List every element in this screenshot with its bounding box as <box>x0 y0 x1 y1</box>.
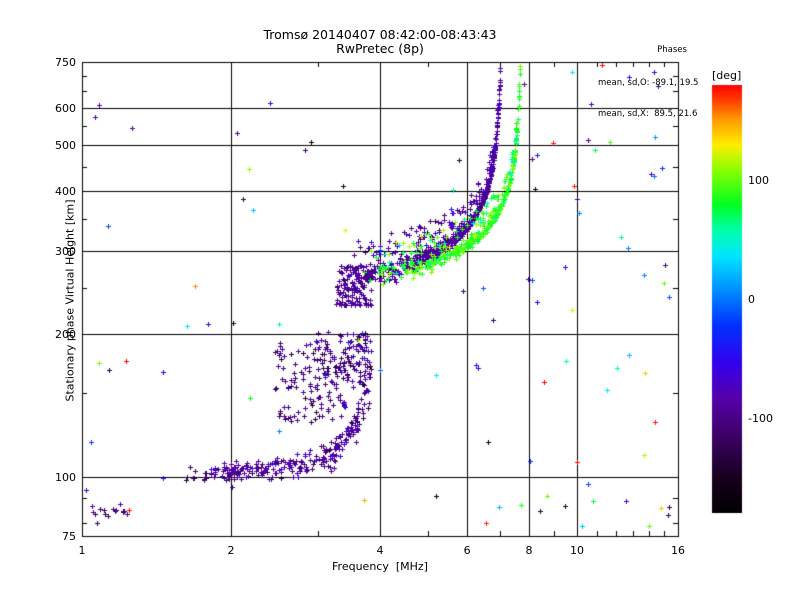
x-tick-label-1: 2 <box>227 544 235 557</box>
y-tick-label-6: 600 <box>55 101 76 115</box>
phase-stats-x-mode: mean, sd,X: 89.5, 21.6 <box>598 109 698 119</box>
colorbar-tick-label-0: 100 <box>748 174 769 188</box>
plot-title-line2: RwPretec (8p) <box>336 41 424 56</box>
plot-title-line1: Tromsø 20140407 08:42:00-08:43:43 <box>263 27 497 42</box>
x-tick-label-3: 6 <box>463 544 471 557</box>
x-tick-label-6: 16 <box>671 544 685 557</box>
y-axis-label: Stationary phase Virtual Height [km] <box>63 199 77 402</box>
x-tick-label-4: 8 <box>525 544 533 557</box>
x-axis-label: Frequency [MHz] <box>332 560 428 573</box>
colorbar-tick-label-2: -100 <box>748 411 773 425</box>
colorbar-tick-label-1: 0 <box>748 293 755 306</box>
y-tick-label-2: 200 <box>55 328 76 342</box>
phase-stats-o-mode: mean, sd,O: -89.1, 19.5 <box>598 77 699 88</box>
phase-stats-block: Phases mean, sd,O: -89.1, 19.5 mean, sd,… <box>598 24 746 141</box>
phase-stats-heading: Phases <box>657 45 687 55</box>
y-tick-label-7: 750 <box>55 56 76 69</box>
x-tick-label-0: 1 <box>78 544 86 557</box>
colorbar-unit-label: [deg] <box>712 69 742 82</box>
y-tick-label-0: 75 <box>62 530 76 543</box>
y-tick-label-3: 300 <box>55 244 76 258</box>
y-tick-label-4: 400 <box>55 185 76 199</box>
x-tick-label-5: 10 <box>569 544 584 557</box>
y-tick-label-1: 100 <box>55 470 76 484</box>
x-tick-label-2: 4 <box>376 544 384 557</box>
y-tick-label-5: 500 <box>55 139 76 153</box>
